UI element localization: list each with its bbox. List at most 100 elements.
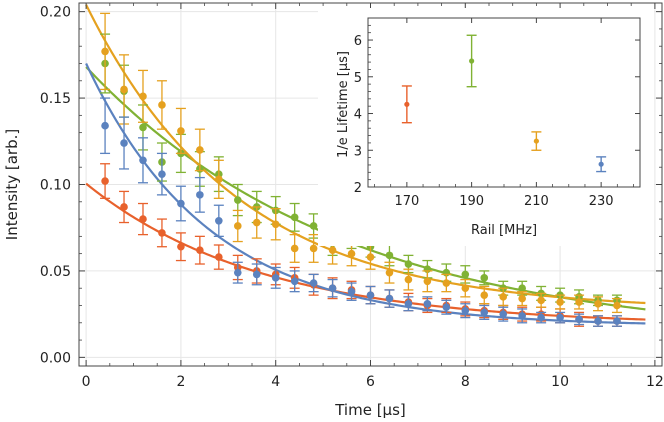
marker bbox=[480, 308, 489, 317]
x-tick-label: 4 bbox=[271, 374, 280, 390]
main-data-points bbox=[100, 12, 622, 327]
marker bbox=[480, 291, 489, 299]
marker bbox=[215, 175, 223, 184]
data-point bbox=[441, 299, 452, 315]
data-point bbox=[137, 202, 148, 236]
data-point bbox=[308, 233, 319, 263]
marker bbox=[101, 121, 109, 130]
marker bbox=[233, 268, 242, 277]
marker bbox=[139, 123, 147, 132]
marker bbox=[537, 296, 545, 305]
y-tick-label: 0.10 bbox=[40, 178, 71, 194]
data-point bbox=[422, 296, 433, 312]
data-point bbox=[536, 292, 547, 308]
marker bbox=[177, 199, 185, 208]
marker bbox=[271, 274, 280, 282]
x-axis-label: Time [μs] bbox=[334, 401, 406, 419]
marker bbox=[271, 220, 280, 229]
data-point bbox=[270, 266, 281, 289]
marker bbox=[385, 294, 394, 303]
data-point bbox=[498, 306, 509, 322]
marker bbox=[404, 299, 413, 308]
marker bbox=[613, 301, 621, 310]
data-point bbox=[213, 244, 224, 270]
inset-marker bbox=[404, 101, 410, 107]
data-point bbox=[213, 204, 224, 238]
inset-data-point bbox=[466, 34, 477, 88]
fit-curve bbox=[85, 182, 646, 321]
x-tick-label: 12 bbox=[646, 374, 664, 390]
inset-x-tick-label: 190 bbox=[459, 194, 484, 209]
marker bbox=[215, 253, 223, 261]
marker bbox=[120, 203, 128, 211]
marker bbox=[215, 217, 223, 225]
marker bbox=[158, 170, 166, 178]
x-tick-label: 6 bbox=[366, 374, 375, 390]
marker bbox=[594, 299, 602, 308]
marker bbox=[196, 191, 204, 199]
x-tick-label: 2 bbox=[176, 374, 185, 390]
marker bbox=[423, 299, 432, 308]
data-point bbox=[498, 287, 509, 307]
y-tick-label: 0.20 bbox=[40, 5, 71, 21]
data-point bbox=[611, 315, 622, 327]
data-point bbox=[251, 206, 262, 239]
inset-y-axis-label: 1/e Lifetime [μs] bbox=[336, 51, 351, 158]
marker bbox=[556, 298, 564, 306]
data-point bbox=[517, 291, 528, 307]
marker bbox=[309, 222, 318, 230]
marker bbox=[101, 47, 109, 56]
marker bbox=[613, 317, 621, 325]
data-point bbox=[574, 313, 585, 326]
data-point bbox=[403, 268, 414, 291]
marker bbox=[139, 215, 147, 223]
marker bbox=[537, 313, 545, 322]
data-point bbox=[270, 208, 281, 241]
data-point bbox=[365, 285, 376, 305]
data-point bbox=[517, 308, 528, 324]
x-tick-label: 10 bbox=[551, 374, 569, 390]
inset-x-tick-label: 170 bbox=[394, 194, 419, 209]
data-point bbox=[100, 163, 111, 199]
data-point bbox=[175, 232, 186, 262]
data-point bbox=[593, 296, 604, 312]
marker bbox=[177, 242, 185, 251]
marker bbox=[461, 284, 470, 293]
x-tick-label: 8 bbox=[461, 374, 470, 390]
y-tick-label: 0.00 bbox=[40, 350, 71, 366]
data-point bbox=[156, 80, 167, 130]
marker bbox=[461, 306, 470, 315]
fit-curve bbox=[85, 4, 646, 305]
data-point bbox=[479, 304, 490, 320]
data-point bbox=[175, 107, 186, 155]
data-point bbox=[289, 233, 300, 263]
inset-chart: 170 190 210 230 2 3 4 5 6 Rail [MHz] 1/e Lifetim… bbox=[318, 8, 654, 246]
inset-marker bbox=[533, 138, 539, 144]
marker bbox=[518, 284, 526, 293]
data-point bbox=[384, 261, 395, 284]
data-point bbox=[232, 209, 243, 243]
inset-background bbox=[318, 8, 654, 246]
data-point bbox=[555, 294, 566, 310]
marker bbox=[328, 284, 337, 293]
marker bbox=[385, 268, 394, 277]
data-point bbox=[156, 152, 167, 196]
data-point bbox=[384, 289, 395, 308]
marker bbox=[252, 270, 261, 279]
marker bbox=[158, 101, 166, 109]
marker bbox=[404, 260, 413, 268]
marker bbox=[290, 213, 299, 222]
marker bbox=[556, 313, 564, 322]
inset-y-tick-label: 6 bbox=[354, 34, 362, 49]
data-point bbox=[403, 296, 414, 312]
marker bbox=[177, 127, 185, 135]
data-point bbox=[119, 116, 130, 170]
data-point bbox=[137, 69, 148, 123]
marker bbox=[196, 246, 204, 254]
inset-y-tick-label: 4 bbox=[354, 108, 362, 123]
inset-y-tick-label: 3 bbox=[354, 144, 362, 159]
data-point bbox=[100, 12, 111, 91]
marker bbox=[158, 229, 166, 237]
inset-x-tick-label: 210 bbox=[524, 194, 549, 209]
